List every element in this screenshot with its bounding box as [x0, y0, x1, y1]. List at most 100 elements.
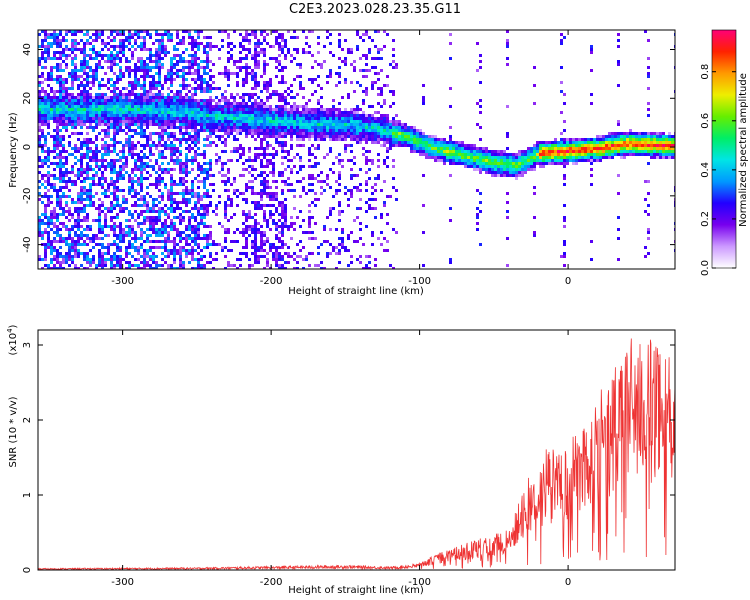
spectrogram-cell [128, 231, 131, 234]
spectrogram-cell [182, 261, 185, 264]
spectrogram-cell [194, 72, 197, 75]
spectrogram-cell [86, 141, 89, 144]
spectrogram-cell [74, 33, 77, 36]
spectrogram-cell [47, 177, 50, 180]
spectrogram-cell [158, 135, 161, 138]
spectrogram-cell [77, 255, 80, 258]
spectrogram-cell [116, 129, 119, 132]
spectrogram-cell [110, 69, 113, 72]
spectrogram-cell [401, 141, 404, 144]
spectrogram-cell [119, 141, 122, 144]
spectrogram-cell [323, 60, 326, 63]
spectrogram-cell [371, 234, 374, 237]
spectrogram-cell [218, 30, 221, 33]
spectrogram-cell [140, 87, 143, 90]
spectrogram-cell [251, 114, 254, 117]
spectrogram-cell [194, 126, 197, 129]
spectrogram-cell [284, 135, 287, 138]
spectrogram-cell [239, 132, 242, 135]
spectrogram-cell [170, 111, 173, 114]
spectrogram-cell [38, 99, 41, 102]
spectrogram-cell [344, 57, 347, 60]
spectrogram-cell [245, 255, 248, 258]
spectrogram-cell [245, 93, 248, 96]
spectrogram-cell [137, 114, 140, 117]
spectrogram-cell [140, 108, 143, 111]
spectrogram-cell [203, 195, 206, 198]
spectrogram-cell [116, 105, 119, 108]
spectrogram-cell [137, 120, 140, 123]
spectrogram-cell [170, 57, 173, 60]
spectrogram-cell [266, 117, 269, 120]
spectrogram-cell [410, 150, 413, 153]
spectrogram-cell [284, 132, 287, 135]
spectrogram-cell [176, 204, 179, 207]
spectrogram-cell [251, 117, 254, 120]
spectrogram-cell [296, 117, 299, 120]
spectrogram-cell [188, 222, 191, 225]
spectrogram-cell [80, 225, 83, 228]
spectrogram-cell [464, 159, 467, 162]
spectrogram-cell [236, 93, 239, 96]
spectrogram-cell [266, 96, 269, 99]
spectrogram-cell [275, 228, 278, 231]
spectrogram-cell [272, 90, 275, 93]
spectrogram-cell [155, 162, 158, 165]
spectrogram-cell [266, 219, 269, 222]
spectrogram-cell [80, 114, 83, 117]
spectrogram-cell [209, 45, 212, 48]
spectrogram-cell [434, 153, 437, 156]
spectrogram-cell [149, 195, 152, 198]
spectrogram-cell [71, 183, 74, 186]
spectrogram-cell [152, 222, 155, 225]
spectrogram-cell [368, 207, 371, 210]
spectrogram-cell [71, 165, 74, 168]
spectrogram-cell [86, 153, 89, 156]
spectrogram-cell [65, 126, 68, 129]
spectrogram-cell [272, 222, 275, 225]
spectrogram-cell [257, 102, 260, 105]
spectrogram-cell [284, 183, 287, 186]
spectrogram-cell [122, 177, 125, 180]
spectrogram-cell [59, 105, 62, 108]
spectrogram-cell [47, 111, 50, 114]
spectrogram-cell [398, 126, 401, 129]
spectrogram-cell [233, 99, 236, 102]
spectrogram-cell [218, 111, 221, 114]
spectrogram-cell [422, 204, 425, 207]
spectrogram-cell [356, 33, 359, 36]
spectrogram-cell [188, 198, 191, 201]
spectrogram-cell [56, 195, 59, 198]
spectrogram-cell [281, 135, 284, 138]
spectrogram-cell [71, 168, 74, 171]
spectrogram-cell [254, 132, 257, 135]
spectrogram-cell [329, 210, 332, 213]
spectrogram-cell [98, 30, 101, 33]
spectrogram-cell [449, 126, 452, 129]
spectrogram-cell [434, 138, 437, 141]
spectrogram-cell [302, 132, 305, 135]
spectrogram-cell [305, 120, 308, 123]
spectrogram-cell [344, 126, 347, 129]
spectrogram-cell [203, 114, 206, 117]
spectrogram-cell [338, 177, 341, 180]
spectrogram-cell [251, 93, 254, 96]
spectrogram-cell [392, 90, 395, 93]
spectrogram-cell [89, 81, 92, 84]
spectrogram-cell [287, 225, 290, 228]
spectrogram-cell [83, 42, 86, 45]
spectrogram-cell [176, 111, 179, 114]
spectrogram-cell [314, 264, 317, 267]
spectrogram-cell [278, 33, 281, 36]
spectrogram-cell [434, 147, 437, 150]
spectrogram-cell [59, 177, 62, 180]
spectrogram-cell [260, 132, 263, 135]
spectrogram-cell [188, 105, 191, 108]
spectrogram-cell [278, 36, 281, 39]
spectrogram-cell [119, 249, 122, 252]
spectrogram-cell [281, 51, 284, 54]
spectrogram-cell [275, 114, 278, 117]
spectrogram-cell [47, 240, 50, 243]
spectrogram-cell [224, 180, 227, 183]
spectrogram-cell [314, 117, 317, 120]
